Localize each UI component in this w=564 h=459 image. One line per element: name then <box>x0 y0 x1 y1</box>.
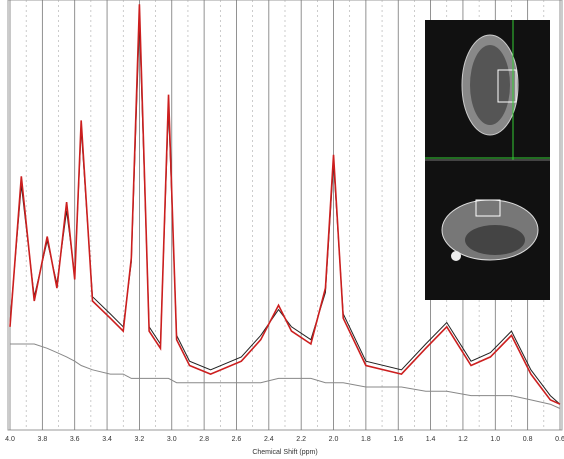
x-tick-label: 4.0 <box>5 436 15 443</box>
x-tick-label: 2.6 <box>232 436 242 443</box>
x-tick-label: 1.6 <box>393 436 403 443</box>
axial-inner <box>470 45 510 125</box>
x-tick-label: 2.8 <box>199 436 209 443</box>
sagittal-inner <box>465 225 525 255</box>
mri-inset <box>425 20 550 300</box>
x-tick-label: 0.6 <box>555 436 564 443</box>
x-tick-label: 1.2 <box>458 436 468 443</box>
x-tick-label: 3.6 <box>70 436 80 443</box>
x-tick-label: 3.8 <box>37 436 47 443</box>
x-tick-label: 3.0 <box>167 436 177 443</box>
x-tick-label: 2.2 <box>296 436 306 443</box>
x-tick-label: 1.4 <box>426 436 436 443</box>
x-tick-label: 2.4 <box>264 436 274 443</box>
x-tick-label: 2.0 <box>329 436 339 443</box>
chart: 4.0 3.8 3.6 3.4 3.2 3.0 2.8 2.6 2.4 2.2 2.0 1.8 1.6 1… <box>0 0 564 459</box>
x-axis-title: Chemical Shift (ppm) <box>252 449 317 456</box>
x-tick-label: 1.0 <box>490 436 500 443</box>
x-tick-label: 3.2 <box>135 436 145 443</box>
marker <box>451 251 461 261</box>
x-tick-label: 1.8 <box>361 436 371 443</box>
x-tick-label: 0.8 <box>523 436 533 443</box>
x-tick-label: 3.4 <box>102 436 112 443</box>
